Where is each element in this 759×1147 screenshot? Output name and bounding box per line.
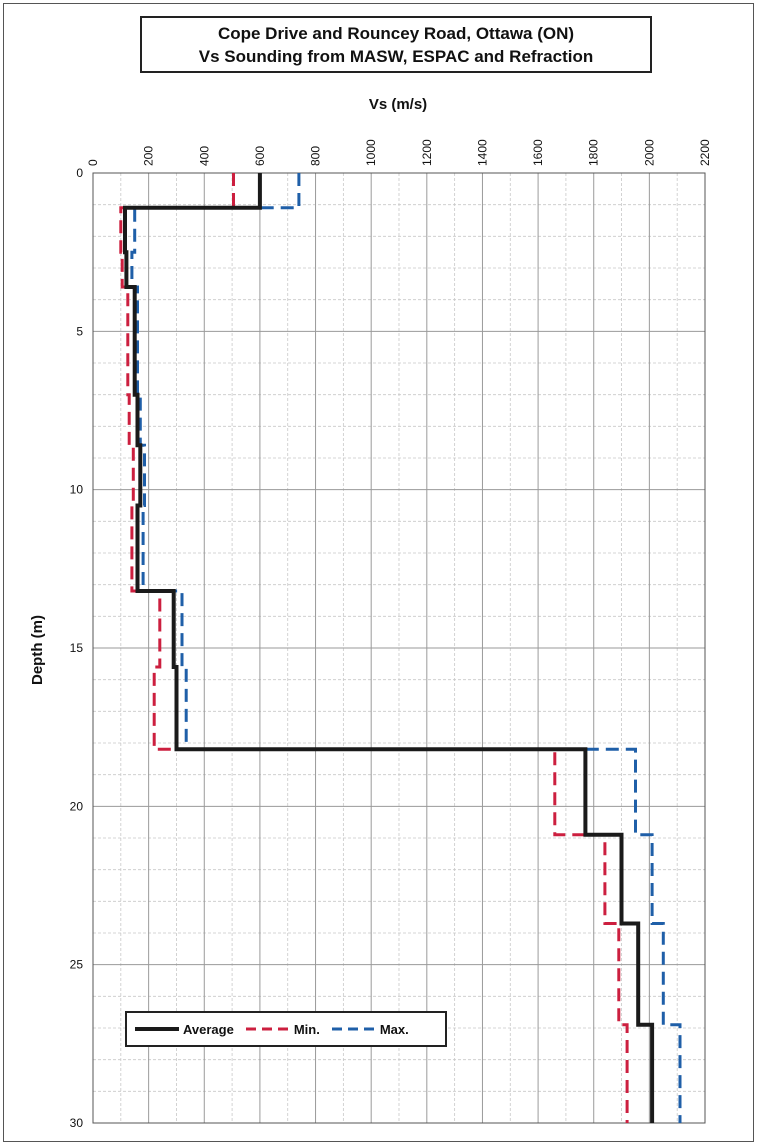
y-tick-label: 30 <box>70 1116 84 1130</box>
x-tick-label: 0 <box>86 159 100 166</box>
chart-legend: Average Min. Max. <box>125 1011 447 1047</box>
legend-swatch-average <box>135 1027 179 1031</box>
x-tick-label: 2200 <box>698 139 712 166</box>
series-layer <box>119 173 682 1123</box>
series-line-max <box>130 173 682 1123</box>
legend-item-max: Max. <box>331 1021 409 1037</box>
x-axis-label: Vs (m/s) <box>369 96 427 113</box>
plot-border <box>92 172 706 1124</box>
x-tick-label: 1600 <box>531 139 545 166</box>
series-line-average <box>123 173 655 1123</box>
legend-item-min: Min. <box>245 1021 320 1037</box>
x-tick-label: 1200 <box>420 139 434 166</box>
x-tick-label: 1400 <box>475 139 489 166</box>
y-tick-label: 10 <box>70 483 84 497</box>
x-tick-label: 600 <box>253 146 267 166</box>
tick-labels: 0 200 400 600 800 1000 1200 1400 1600 1800 2000 220… <box>70 139 712 1130</box>
legend-item-average: Average <box>135 1022 234 1037</box>
x-tick-label: 800 <box>309 146 323 166</box>
chart-title-line2: Vs Sounding from MASW, ESPAC and Refract… <box>198 47 594 66</box>
legend-label-max: Max. <box>379 1021 409 1037</box>
legend-label-min: Min. <box>293 1021 320 1037</box>
legend-swatch-max <box>331 1027 376 1031</box>
y-tick-label: 15 <box>70 641 84 655</box>
legend-swatch-min <box>245 1027 290 1031</box>
x-tick-label: 1800 <box>587 139 601 166</box>
series-line-min <box>119 173 629 1123</box>
chart-title-line1: Cope Drive and Rouncey Road, Ottawa (ON) <box>217 24 575 43</box>
x-tick-label: 200 <box>142 146 156 166</box>
x-tick-label: 1000 <box>364 139 378 166</box>
y-axis-label: Depth (m) <box>29 615 46 685</box>
y-tick-label: 0 <box>76 166 83 180</box>
x-tick-label: 2000 <box>642 139 656 166</box>
x-tick-label: 400 <box>197 146 211 166</box>
y-tick-label: 20 <box>70 799 84 813</box>
figure-frame <box>3 3 754 1142</box>
y-tick-label: 25 <box>70 958 84 972</box>
y-tick-label: 5 <box>76 324 83 338</box>
legend-label-average: Average <box>183 1021 234 1037</box>
chart-title-box: Cope Drive and Rouncey Road, Ottawa (ON)… <box>140 16 652 73</box>
grid-layer <box>92 172 706 1124</box>
